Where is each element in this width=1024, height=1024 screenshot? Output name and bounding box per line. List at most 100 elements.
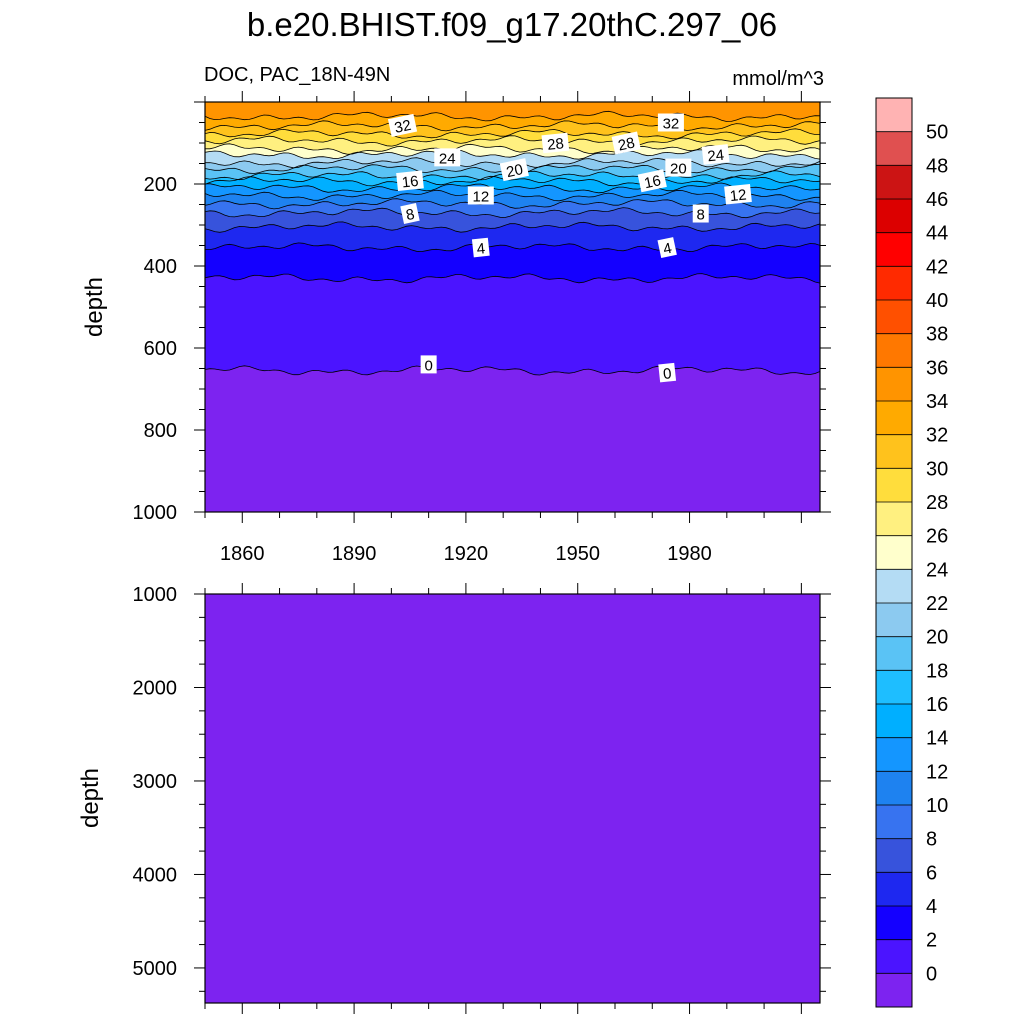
contour-label: 32 bbox=[657, 113, 684, 133]
contour-line-32 bbox=[205, 120, 820, 132]
colorbar-label: 46 bbox=[926, 189, 948, 211]
colorbar-swatch bbox=[876, 906, 912, 940]
contour-label: 16 bbox=[637, 169, 667, 192]
x-tick-label: 1980 bbox=[667, 543, 712, 565]
colorbar-label: 30 bbox=[926, 458, 948, 480]
svg-text:20: 20 bbox=[670, 161, 687, 178]
colorbar-label: 8 bbox=[926, 829, 937, 851]
svg-text:8: 8 bbox=[697, 207, 705, 224]
colorbar-label: 18 bbox=[926, 660, 948, 682]
contour-label: 8 bbox=[692, 204, 709, 224]
colorbar-label: 34 bbox=[926, 391, 948, 413]
contour-line-14 bbox=[205, 182, 820, 194]
colorbar-label: 36 bbox=[926, 357, 948, 379]
variable-label: DOC, PAC_18N-49N bbox=[204, 64, 391, 86]
contour-label: 0 bbox=[658, 362, 677, 383]
svg-text:4: 4 bbox=[476, 240, 486, 258]
colorbar-label: 12 bbox=[926, 761, 948, 783]
lower-panel-fill bbox=[205, 594, 820, 1003]
y-tick-label: 2000 bbox=[133, 677, 178, 699]
contour-label: 20 bbox=[665, 158, 692, 178]
colorbar-swatch bbox=[876, 603, 912, 637]
colorbar-label: 20 bbox=[926, 627, 948, 649]
y-tick-label: 400 bbox=[144, 256, 177, 278]
colorbar-swatch bbox=[876, 333, 912, 368]
colorbar-swatch bbox=[876, 771, 912, 806]
colorbar-label: 4 bbox=[926, 896, 937, 918]
colorbar-swatch bbox=[876, 704, 912, 738]
y-tick-label: 200 bbox=[144, 174, 177, 196]
colorbar-label: 48 bbox=[926, 155, 948, 177]
contour-line-16 bbox=[205, 175, 820, 187]
svg-text:8: 8 bbox=[404, 206, 416, 224]
colorbar-swatch bbox=[876, 805, 912, 839]
colorbar-swatch bbox=[876, 199, 912, 233]
colorbar-label: 38 bbox=[926, 324, 948, 346]
colorbar-label: 24 bbox=[926, 559, 948, 581]
colorbar-swatch bbox=[876, 434, 912, 469]
contour-line-12 bbox=[205, 189, 820, 202]
svg-text:4: 4 bbox=[662, 240, 674, 258]
colorbar-label: 6 bbox=[926, 862, 937, 884]
y-tick-label: 800 bbox=[144, 420, 177, 442]
contour-line-10 bbox=[205, 198, 820, 210]
contour-line-4 bbox=[205, 242, 820, 253]
lower-y-axis-label: depth bbox=[77, 768, 104, 828]
y-tick-label: 3000 bbox=[133, 771, 178, 793]
colorbar-swatch bbox=[876, 636, 912, 671]
svg-text:28: 28 bbox=[617, 134, 637, 154]
colorbar-label: 28 bbox=[926, 492, 948, 514]
colorbar-label: 50 bbox=[926, 122, 948, 144]
colorbar-label: 2 bbox=[926, 930, 937, 952]
colorbar-swatch bbox=[876, 872, 912, 907]
contour-line-30 bbox=[205, 128, 820, 140]
colorbar-label: 40 bbox=[926, 290, 948, 312]
svg-text:16: 16 bbox=[401, 173, 419, 192]
y-tick-label: 1000 bbox=[133, 584, 178, 606]
colorbar-swatch bbox=[876, 569, 912, 604]
svg-text:12: 12 bbox=[472, 188, 489, 205]
units-label: mmol/m^3 bbox=[732, 68, 824, 90]
colorbar-swatch bbox=[876, 535, 912, 570]
colorbar-swatch bbox=[876, 737, 912, 772]
colorbar-swatch bbox=[876, 939, 912, 974]
contour-line-0 bbox=[205, 365, 820, 376]
chart-title: b.e20.BHIST.f09_g17.20thC.297_06 bbox=[246, 6, 778, 43]
colorbar-label: 44 bbox=[926, 223, 948, 245]
svg-text:24: 24 bbox=[707, 147, 725, 166]
colorbar-swatch bbox=[876, 838, 912, 873]
colorbar-label: 0 bbox=[926, 963, 937, 985]
contour-label: 24 bbox=[434, 148, 461, 167]
contour-line-34 bbox=[205, 110, 820, 122]
colorbar-swatch bbox=[876, 367, 912, 402]
colorbar-swatch bbox=[876, 131, 912, 166]
contour-label: 28 bbox=[541, 132, 570, 154]
contour-band-34 bbox=[205, 102, 820, 122]
contour-label: 20 bbox=[499, 158, 529, 181]
contour-line-2 bbox=[205, 273, 820, 284]
contour-label: 24 bbox=[701, 144, 730, 166]
colorbar-swatch bbox=[876, 165, 912, 200]
colorbar-label: 16 bbox=[926, 694, 948, 716]
svg-text:16: 16 bbox=[643, 172, 663, 192]
upper-contour-labels: 32 32 28 28 24 24 20 20 16 16 12 12 8 8 4 4 0 0 bbox=[387, 113, 752, 383]
svg-text:0: 0 bbox=[662, 365, 672, 383]
contour-label: 4 bbox=[657, 237, 677, 258]
colorbar-swatch bbox=[876, 98, 912, 132]
colorbar-label: 32 bbox=[926, 425, 948, 447]
colorbar-swatch bbox=[876, 468, 912, 503]
lower-plot-frame bbox=[204, 593, 821, 1004]
svg-text:12: 12 bbox=[729, 186, 747, 205]
colorbar-label: 26 bbox=[926, 526, 948, 548]
colorbar-label: 42 bbox=[926, 256, 948, 278]
upper-y-axis-label: depth bbox=[81, 277, 108, 337]
contour-label: 4 bbox=[471, 237, 490, 258]
x-tick-label: 1890 bbox=[332, 543, 377, 565]
svg-text:0: 0 bbox=[424, 357, 432, 374]
contour-label: 8 bbox=[400, 203, 420, 224]
colorbar-swatch bbox=[876, 401, 912, 435]
svg-text:24: 24 bbox=[439, 150, 456, 167]
contour-label: 12 bbox=[467, 186, 494, 205]
